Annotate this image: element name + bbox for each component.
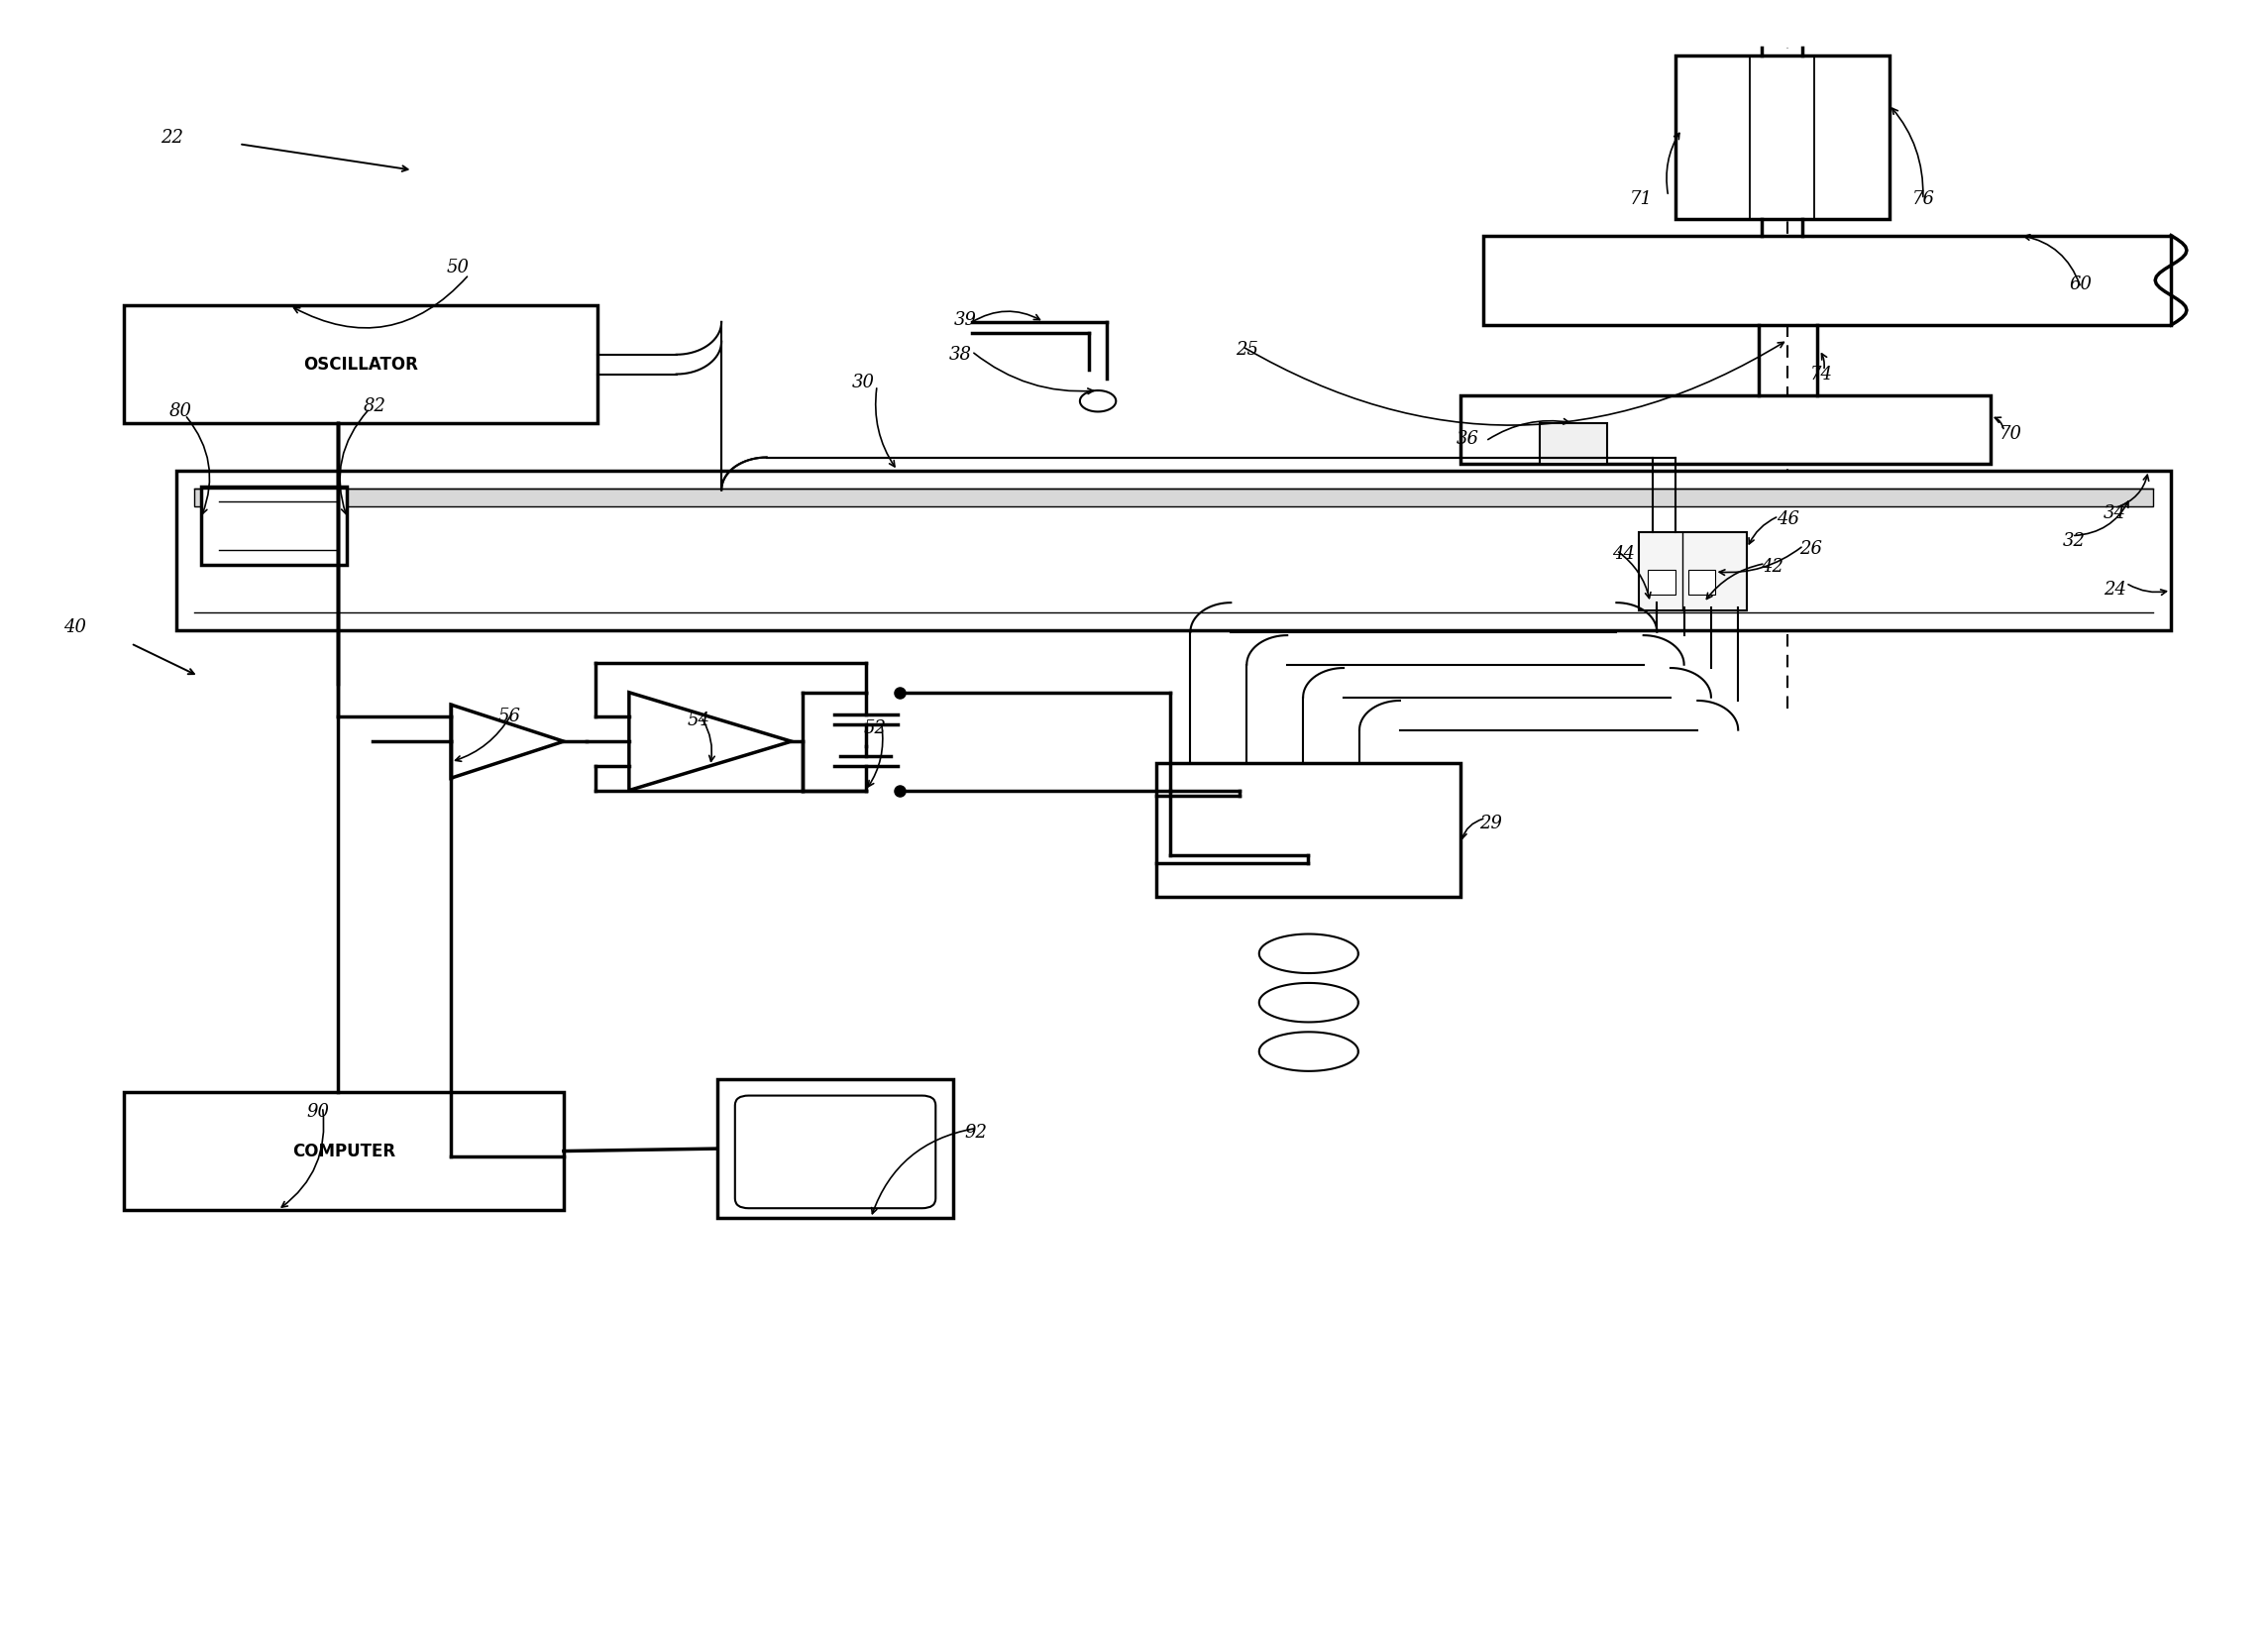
Text: COMPUTER: COMPUTER	[293, 1142, 395, 1160]
FancyBboxPatch shape	[735, 1096, 937, 1208]
Bar	[717, 1080, 953, 1218]
Text: 52: 52	[864, 719, 887, 737]
Bar	[1649, 570, 1676, 594]
Text: 71: 71	[1631, 191, 1653, 209]
Bar	[195, 489, 2152, 507]
Bar	[1676, 56, 1889, 219]
Text: 60: 60	[2068, 275, 2093, 293]
Bar	[1690, 570, 1715, 594]
Bar	[1461, 395, 1991, 464]
Text: 30: 30	[853, 374, 875, 392]
Text: 24: 24	[2102, 581, 2125, 599]
Text: 50: 50	[447, 258, 469, 277]
Text: 38: 38	[948, 346, 973, 364]
Text: 34: 34	[2102, 504, 2125, 522]
Text: 26: 26	[1799, 540, 1821, 558]
Text: OSCILLATOR: OSCILLATOR	[304, 356, 417, 374]
Text: 36: 36	[1456, 431, 1479, 448]
Bar	[1483, 235, 2170, 326]
Text: 42: 42	[1760, 558, 1783, 576]
Text: 29: 29	[1479, 815, 1501, 831]
Text: 39: 39	[953, 311, 978, 329]
Text: 80: 80	[170, 403, 193, 421]
Text: 92: 92	[964, 1124, 989, 1142]
Bar	[1157, 762, 1461, 897]
Bar	[125, 1093, 565, 1210]
Text: 54: 54	[687, 711, 710, 729]
Bar	[202, 487, 347, 565]
Text: 70: 70	[2000, 426, 2023, 443]
Bar	[1640, 532, 1746, 611]
Text: 76: 76	[1912, 191, 1935, 209]
Text: 46: 46	[1776, 510, 1799, 528]
Text: 74: 74	[1810, 365, 1833, 384]
Text: 44: 44	[1613, 545, 1635, 563]
Bar	[125, 306, 596, 423]
Text: 22: 22	[161, 128, 184, 146]
Bar	[1540, 423, 1608, 464]
Text: 82: 82	[363, 398, 386, 416]
Text: 56: 56	[499, 708, 522, 726]
Text: 40: 40	[64, 619, 86, 635]
Text: 90: 90	[306, 1103, 329, 1121]
Bar	[177, 471, 2170, 630]
Text: 32: 32	[2064, 532, 2087, 550]
Text: 25: 25	[1236, 341, 1259, 359]
